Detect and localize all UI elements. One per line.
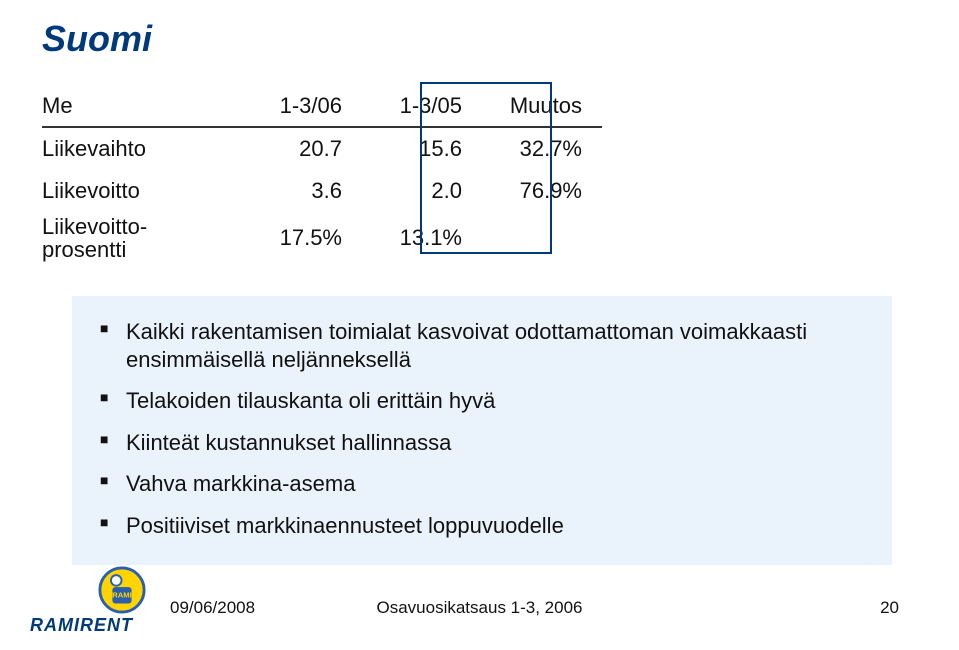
footer-title: Osavuosikatsaus 1-3, 2006 [376,598,582,618]
footer-date: 09/06/2008 [170,598,255,618]
row-v1: 3.6 [222,178,342,204]
list-item: Positiiviset markkinaennusteet loppuvuod… [100,512,864,540]
badge-text: RAMI [112,591,132,600]
th-col1: 1-3/06 [222,93,342,119]
row-v1: 20.7 [222,136,342,162]
highlight-box [420,82,552,254]
slide: Suomi Me 1-3/06 1-3/05 Muutos Liikevaiht… [0,0,959,650]
row-label: Liikevaihto [42,136,222,162]
list-item: Telakoiden tilauskanta oli erittäin hyvä [100,387,864,415]
list-item: Kiinteät kustannukset hallinnassa [100,429,864,457]
th-label: Me [42,93,222,119]
logo: RAMI RAMIRENT [30,566,150,636]
rami-badge-icon: RAMI [98,566,146,614]
bullets-list: Kaikki rakentamisen toimialat kasvoivat … [100,318,864,539]
row-v1: 17.5% [222,225,342,251]
row-label: Liikevoitto- prosentti [42,215,222,261]
footer-page: 20 [880,598,899,618]
page-title: Suomi [42,18,152,60]
list-item: Kaikki rakentamisen toimialat kasvoivat … [100,318,864,373]
row-label: Liikevoitto [42,178,222,204]
logo-text: RAMIRENT [30,615,133,636]
list-item: Vahva markkina-asema [100,470,864,498]
bullets-panel: Kaikki rakentamisen toimialat kasvoivat … [72,296,892,565]
